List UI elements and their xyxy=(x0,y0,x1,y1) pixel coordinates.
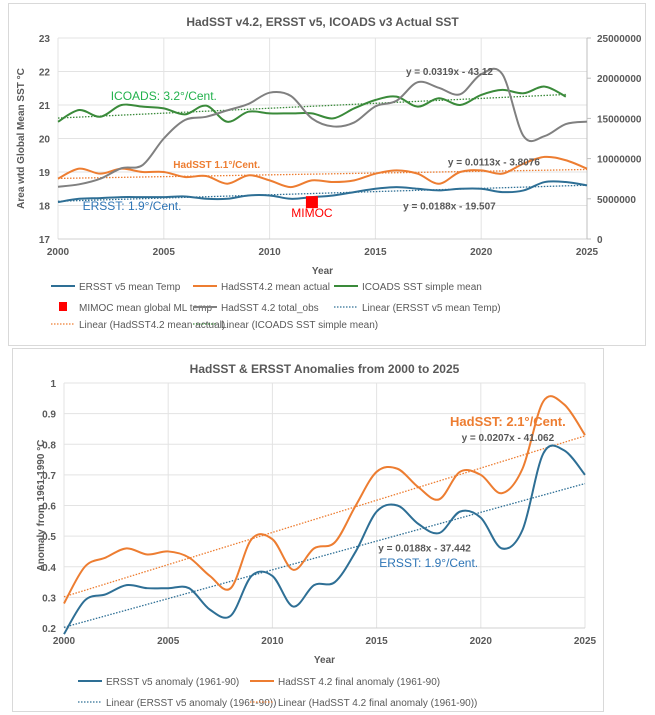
chart-title: HadSST v4.2, ERSST v5, ICOADS v3 Actual … xyxy=(186,15,459,29)
trendline-linear-hadsst-4-2-final-anomaly-1961-90 xyxy=(63,435,586,598)
legend-item-icoads-sst-simple-mean: ICOADS SST simple mean xyxy=(334,282,482,293)
legend-label: Linear (HadSST 4.2 final anomaly (1961-9… xyxy=(278,698,477,709)
legend-item-linear-icoads-sst-simple-mean: Linear (ICOADS SST simple mean) xyxy=(193,320,378,331)
legend-item-linear-ersst-v5-anomaly-1961-90: Linear (ERSST v5 anomaly (1961-90)) xyxy=(78,698,276,709)
legend-item-linear-hadsst-4-2-final-anomaly-1961-90: Linear (HadSST 4.2 final anomaly (1961-9… xyxy=(250,698,477,709)
trendline-linear-icoads-sst-simple-mean xyxy=(57,93,566,119)
y-tick-label: 0.5 xyxy=(42,532,56,543)
y-tick-label: 17 xyxy=(39,235,51,246)
y-tick-label: 1 xyxy=(50,379,56,390)
annotation-y-0-0319x-43-12: y = 0.0319x - 43.12 xyxy=(406,67,493,78)
legend-label: ICOADS SST simple mean xyxy=(362,282,482,293)
annotation-icoads-3-2-cent: ICOADS: 3.2°/Cent. xyxy=(111,89,217,103)
legend-item-ersst-v5-mean-temp: ERSST v5 mean Temp xyxy=(51,282,181,293)
annotation-hadsst-2-1-cent: HadSST: 2.1°/Cent. xyxy=(450,414,566,429)
legend-item-linear-hadsst4-2-mean-actual: Linear (HadSST4.2 mean actual) xyxy=(51,320,225,331)
legend-label: Linear (HadSST4.2 mean actual) xyxy=(79,320,225,331)
legend-label: Linear (ERSST v5 mean Temp) xyxy=(362,303,501,314)
x-tick-label: 2005 xyxy=(157,636,180,647)
x-tick-label: 2020 xyxy=(470,636,493,647)
y2-tick-label: 20000000 xyxy=(597,74,642,85)
y-tick-label: 0.6 xyxy=(42,502,56,513)
x-tick-label: 2000 xyxy=(47,247,70,258)
sst-actual-chart-panel: HadSST v4.2, ERSST v5, ICOADS v3 Actual … xyxy=(8,3,646,346)
y-axis-title: Anomaly from 1961-1990 °C xyxy=(36,440,47,572)
y2-tick-label: 15000000 xyxy=(597,114,642,125)
y-tick-label: 23 xyxy=(39,34,51,45)
series-line-hadsst-4-2-final-anomaly-1961-90 xyxy=(63,395,586,604)
legend-label: MIMOC mean global ML temp xyxy=(79,303,212,314)
legend-label: ERSST v5 mean Temp xyxy=(79,282,181,293)
x-axis-title: Year xyxy=(312,266,333,277)
legend-item-hadsst-4-2-total-obs: HadSST 4.2 total_obs xyxy=(193,303,319,314)
sst-anomaly-chart: HadSST & ERSST Anomalies from 2000 to 20… xyxy=(36,362,597,709)
series-line-hadsst-4-2-total-obs xyxy=(57,67,588,188)
legend-item-hadsst-4-2-final-anomaly-1961-90: HadSST 4.2 final anomaly (1961-90) xyxy=(250,677,440,688)
legend-item-linear-ersst-v5-mean-temp: Linear (ERSST v5 mean Temp) xyxy=(334,303,501,314)
x-tick-label: 2025 xyxy=(576,247,599,258)
series-line-ersst-v5-mean-temp xyxy=(57,180,588,204)
annotation-y-0-0188x-37-442: y = 0.0188x - 37.442 xyxy=(378,543,471,554)
y-tick-label: 20 xyxy=(39,135,51,146)
legend-label: ERSST v5 anomaly (1961-90) xyxy=(106,677,239,688)
legend-item-ersst-v5-anomaly-1961-90: ERSST v5 anomaly (1961-90) xyxy=(78,677,239,688)
x-tick-label: 2010 xyxy=(261,636,284,647)
y-tick-label: 0.3 xyxy=(42,593,56,604)
marker-mimoc-mean-global-ml-temp xyxy=(305,196,318,209)
series-line-icoads-sst-simple-mean xyxy=(57,85,567,123)
y-tick-label: 0.4 xyxy=(42,563,56,574)
x-tick-label: 2010 xyxy=(258,247,281,258)
annotation-y-0-0113x-3-8076: y = 0.0113x - 3.8076 xyxy=(448,157,540,168)
y2-tick-label: 0 xyxy=(597,235,603,246)
annotation-ersst-1-9-cent: ERSST: 1.9°/Cent. xyxy=(83,199,182,213)
y-tick-label: 0.7 xyxy=(42,471,56,482)
chart-title: HadSST & ERSST Anomalies from 2000 to 20… xyxy=(190,362,460,376)
trendline-linear-hadsst4-2-mean-actual xyxy=(57,168,588,180)
series-line-ersst-v5-anomaly-1961-90 xyxy=(63,444,586,635)
x-tick-label: 2005 xyxy=(153,247,176,258)
legend-label: HadSST 4.2 final anomaly (1961-90) xyxy=(278,677,440,688)
legend-label: HadSST 4.2 total_obs xyxy=(221,303,319,314)
y-tick-label: 22 xyxy=(39,68,51,79)
y-tick-label: 21 xyxy=(39,101,51,112)
y2-tick-label: 5000000 xyxy=(597,195,636,206)
legend-item-hadsst4-2-mean-actual: HadSST4.2 mean actual xyxy=(193,282,330,293)
y-tick-label: 18 xyxy=(39,202,51,213)
trendline-linear-ersst-v5-mean-temp xyxy=(57,184,588,202)
annotation-mimoc: MIMOC xyxy=(291,206,333,220)
x-axis-title: Year xyxy=(314,655,335,666)
y-axis-title: Area wtd Global Mean SST °C xyxy=(16,68,27,209)
x-tick-label: 2020 xyxy=(470,247,493,258)
x-tick-label: 2025 xyxy=(574,636,597,647)
legend-item-mimoc-mean-global-ml-temp: MIMOC mean global ML temp xyxy=(59,302,212,314)
series-line-hadsst4-2-mean-actual xyxy=(57,155,588,189)
legend-label: HadSST4.2 mean actual xyxy=(221,282,330,293)
annotation-y-0-0207x-41-062: y = 0.0207x - 41.062 xyxy=(462,433,555,444)
y2-tick-label: 10000000 xyxy=(597,155,642,166)
sst-actual-chart: HadSST v4.2, ERSST v5, ICOADS v3 Actual … xyxy=(16,15,642,331)
legend-label: Linear (ERSST v5 anomaly (1961-90)) xyxy=(106,698,276,709)
annotation-y-0-0188x-19-507: y = 0.0188x - 19.507 xyxy=(403,202,496,213)
x-tick-label: 2000 xyxy=(53,636,76,647)
x-tick-label: 2015 xyxy=(364,247,387,258)
trendline-linear-ersst-v5-anomaly-1961-90 xyxy=(63,482,586,628)
y-tick-label: 0.2 xyxy=(42,624,56,635)
y-tick-label: 0.9 xyxy=(42,410,56,421)
y-tick-label: 19 xyxy=(39,168,51,179)
legend-swatch xyxy=(59,302,67,311)
y-tick-label: 0.8 xyxy=(42,440,56,451)
annotation-hadsst-1-1-cent: HadSST 1.1°/Cent. xyxy=(173,160,260,171)
legend-label: Linear (ICOADS SST simple mean) xyxy=(221,320,378,331)
annotation-ersst-1-9-cent: ERSST: 1.9°/Cent. xyxy=(379,556,478,570)
x-tick-label: 2015 xyxy=(365,636,388,647)
y2-tick-label: 25000000 xyxy=(597,34,642,45)
sst-anomaly-chart-panel: HadSST & ERSST Anomalies from 2000 to 20… xyxy=(12,348,604,712)
